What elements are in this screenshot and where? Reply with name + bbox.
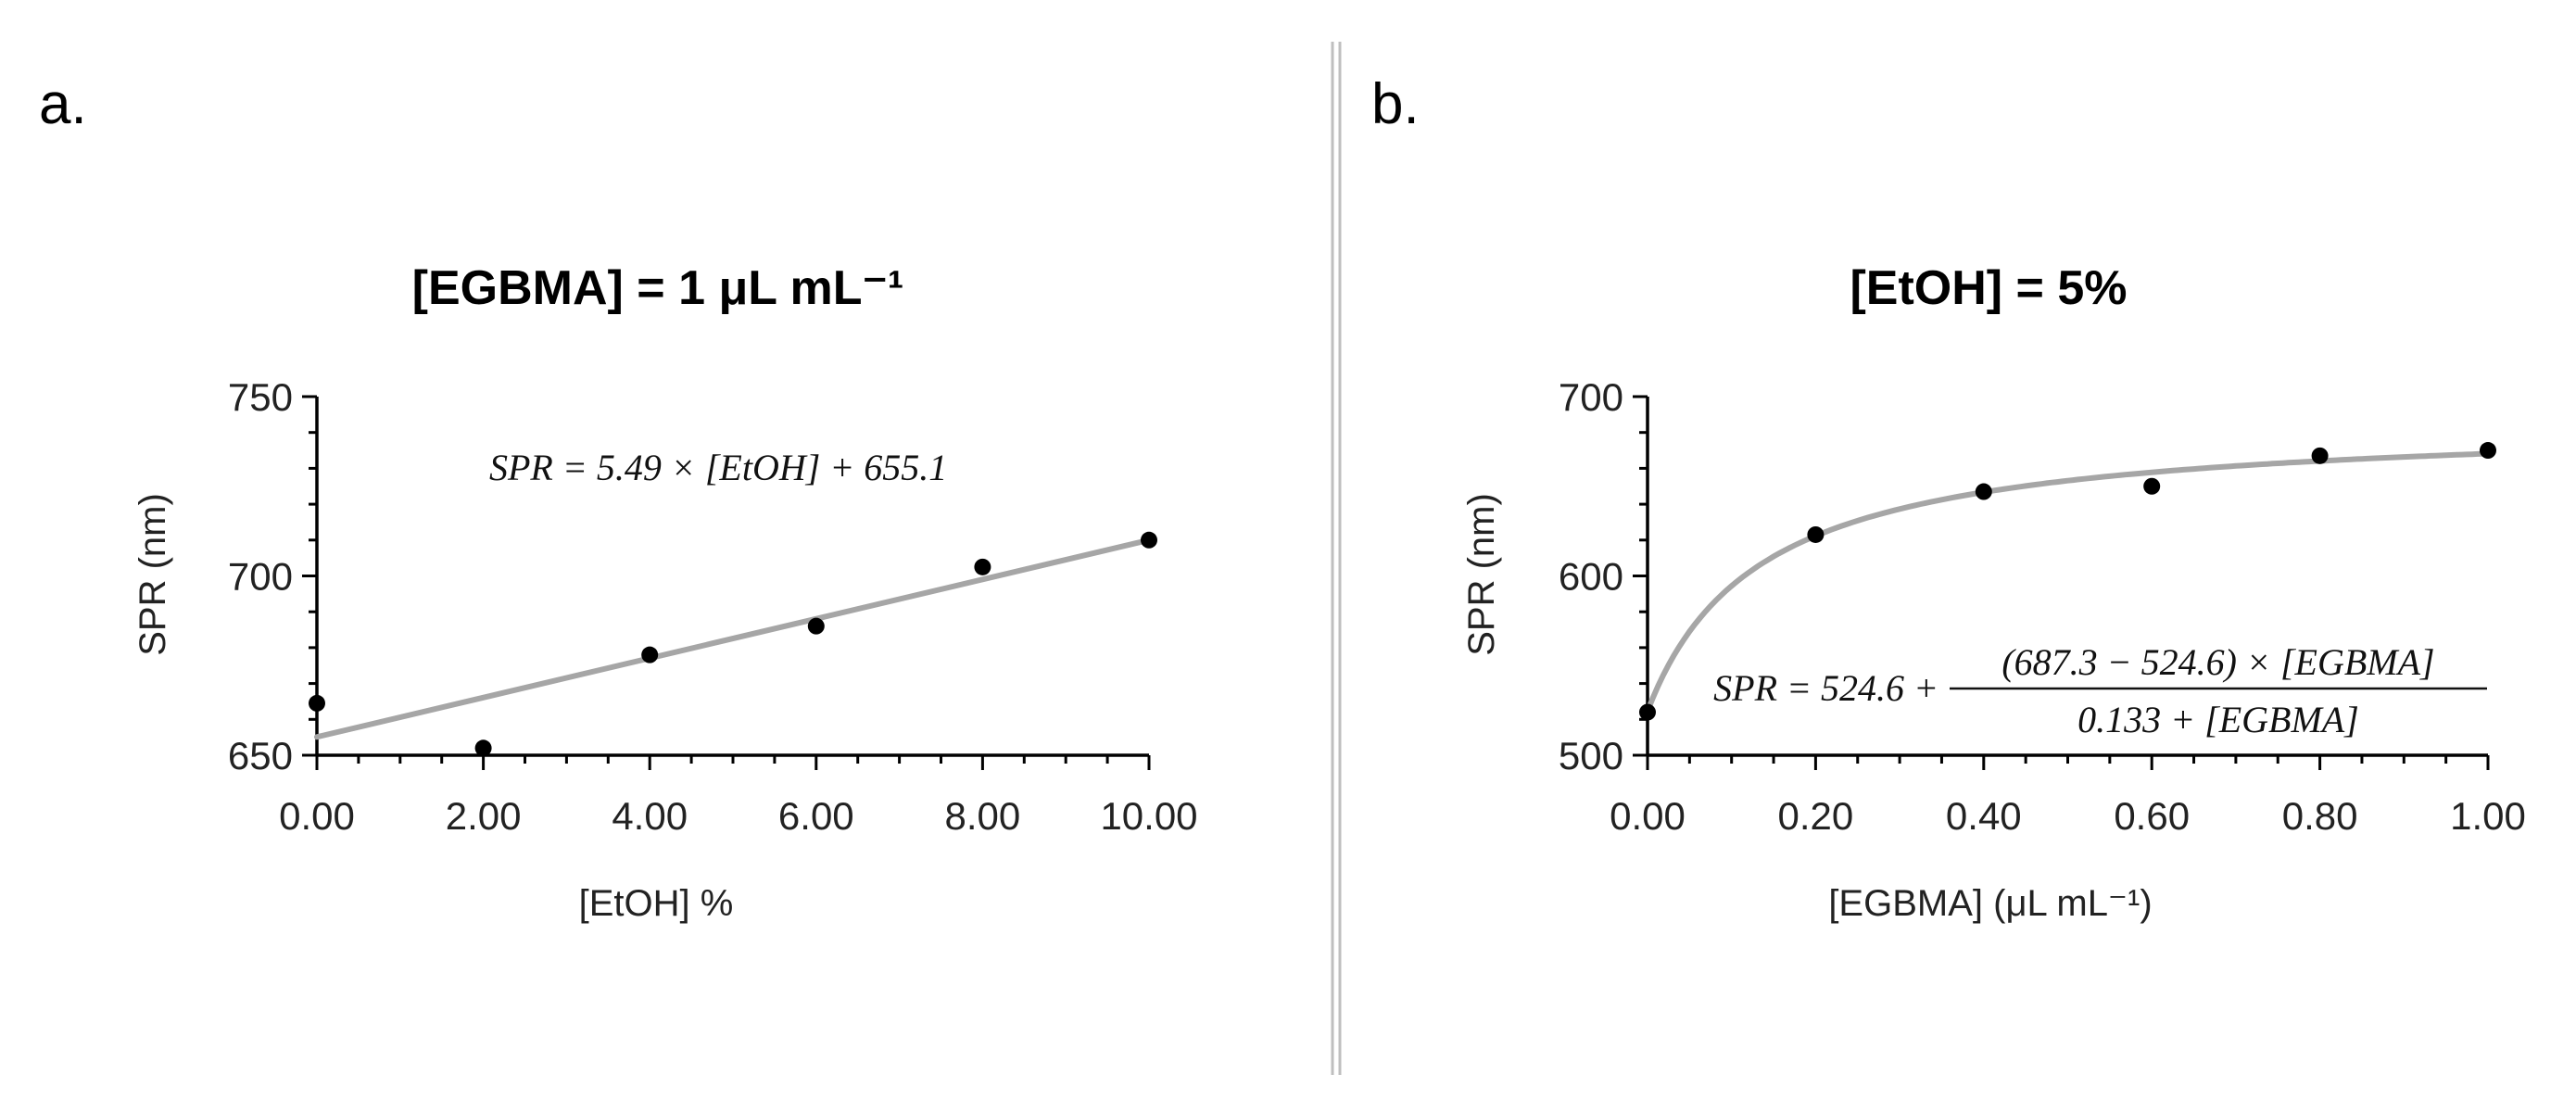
x-tick-label: 8.00	[945, 794, 1021, 838]
data-point	[1807, 525, 1825, 543]
x-tick-label: 4.00	[612, 794, 688, 838]
y-tick-label: 650	[228, 734, 293, 777]
chart-a-fit-line	[314, 537, 1152, 740]
data-point	[2480, 442, 2496, 460]
x-tick-label: 2.00	[446, 794, 522, 838]
chart-b-fit-equation: SPR = 524.6 + (687.3 − 524.6) × [EGBMA] …	[1713, 641, 2487, 740]
chart-a-y-axis-label: SPR (nm)	[133, 493, 173, 656]
chart-b-equation-numerator: (687.3 − 524.6) × [EGBMA]	[2001, 641, 2434, 683]
data-point	[807, 617, 825, 635]
x-tick-label: 0.80	[2282, 794, 2358, 838]
y-tick-label: 500	[1559, 734, 1623, 777]
panel-a: a. [EGBMA] = 1 μL mL⁻¹ [EtOH] % SPR (nm)…	[39, 72, 1198, 924]
chart-b-tick-labels: 0.00 0.20 0.40 0.60 0.80 1.00 500 600 700	[1559, 375, 2526, 838]
chart-a-title: [EGBMA] = 1 μL mL⁻¹	[412, 261, 904, 315]
x-tick-label: 6.00	[778, 794, 854, 838]
chart-b-y-axis-label: SPR (nm)	[1461, 493, 1502, 656]
chart-b-title: [EtOH] = 5%	[1850, 261, 2127, 315]
x-tick-label: 0.20	[1778, 794, 1854, 838]
chart-b-equation-lhs: SPR = 524.6 +	[1713, 667, 1938, 709]
data-point	[474, 739, 492, 757]
chart-a-points	[309, 531, 1157, 757]
data-point	[1141, 531, 1157, 549]
data-point	[309, 694, 325, 712]
data-point	[641, 646, 659, 663]
chart-a-ticks	[302, 395, 1151, 770]
panel-b: b. [EtOH] = 5% [EGBMA] (μL mL⁻¹) SPR (nm…	[1371, 72, 2526, 924]
chart-a-fit-equation: SPR = 5.49 × [EtOH] + 655.1	[489, 447, 947, 488]
x-tick-label: 0.60	[2114, 794, 2190, 838]
chart-b-points	[1639, 442, 2496, 721]
y-tick-label: 700	[228, 555, 293, 599]
chart-b-ticks	[1633, 395, 2490, 770]
y-tick-label: 750	[228, 375, 293, 419]
x-tick-label: 0.00	[1610, 794, 1686, 838]
data-point	[2311, 447, 2329, 464]
data-point	[2143, 477, 2161, 495]
x-tick-label: 0.40	[1946, 794, 2022, 838]
chart-a-x-axis-label: [EtOH] %	[579, 883, 734, 924]
panel-b-label: b.	[1371, 72, 1420, 136]
chart-b-x-axis-label: [EGBMA] (μL mL⁻¹)	[1828, 883, 2152, 924]
x-tick-label: 10.00	[1100, 794, 1197, 838]
x-tick-label: 0.00	[279, 794, 355, 838]
data-point	[1639, 703, 1656, 721]
chart-b-equation-denominator: 0.133 + [EGBMA]	[2077, 699, 2359, 740]
y-tick-label: 600	[1559, 555, 1623, 599]
x-tick-label: 1.00	[2450, 794, 2526, 838]
chart-b-fit-curve	[1645, 450, 2491, 714]
y-tick-label: 700	[1559, 375, 1623, 419]
data-point	[1975, 483, 1992, 500]
chart-a-tick-labels: 0.00 2.00 4.00 6.00 8.00 10.00 650 700 750	[228, 375, 1198, 838]
panel-a-label: a.	[39, 72, 87, 136]
data-point	[974, 558, 991, 575]
